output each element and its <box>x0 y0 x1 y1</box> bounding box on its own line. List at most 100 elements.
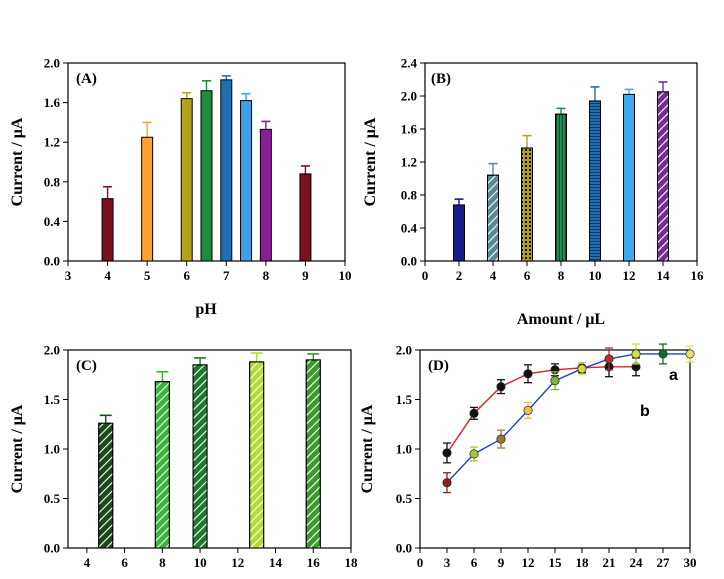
panel-a-x-axis-label: pH <box>195 301 217 318</box>
x-tick-label: 16 <box>691 268 705 283</box>
bar-pattern <box>589 100 601 262</box>
bar-pattern <box>305 359 321 549</box>
bar <box>623 93 635 262</box>
y-tick-label: 1.2 <box>44 135 60 150</box>
x-tick-label: 16 <box>307 555 321 570</box>
x-tick-label: 4 <box>104 268 111 283</box>
data-point-b <box>631 349 641 359</box>
bar-pattern <box>657 91 669 262</box>
y-tick-label: 0.8 <box>44 174 61 189</box>
x-tick-label: 8 <box>263 268 270 283</box>
bar-pattern <box>487 174 499 262</box>
bar <box>200 90 213 262</box>
panel-b-label: (B) <box>431 71 451 87</box>
bar-pattern <box>192 364 208 549</box>
y-tick-label: 1.2 <box>401 155 417 170</box>
x-tick-label: 24 <box>630 555 644 570</box>
y-tick-label: 0.5 <box>44 491 61 506</box>
x-tick-label: 3 <box>65 268 72 283</box>
panel-b-bars <box>453 81 669 262</box>
bar-pattern <box>555 113 567 262</box>
panel-c-label: (C) <box>76 358 97 374</box>
x-tick-label: 14 <box>269 555 283 570</box>
bar-pattern <box>98 422 114 549</box>
x-tick-label: 8 <box>159 555 166 570</box>
y-tick-label: 2.0 <box>44 56 60 71</box>
bar <box>453 204 465 262</box>
x-tick-label: 27 <box>657 555 671 570</box>
data-point-a <box>442 448 452 458</box>
data-point-b <box>496 434 506 444</box>
bar <box>101 198 114 262</box>
panel-a-label: (A) <box>76 71 97 87</box>
data-point-b <box>442 478 452 488</box>
x-tick-label: 9 <box>302 268 309 283</box>
panel-d-x-ticks: 0 3 6 9 12 15 18 21 24 27 30 <box>417 548 697 570</box>
bar-pattern <box>249 361 265 549</box>
panel-c-bars <box>98 352 321 549</box>
x-tick-label: 6 <box>471 555 478 570</box>
y-tick-label: 0.0 <box>396 541 412 556</box>
y-tick-label: 1.6 <box>44 95 61 110</box>
x-tick-label: 4 <box>490 268 497 283</box>
data-point-b <box>685 349 695 359</box>
x-tick-label: 10 <box>589 268 602 283</box>
bar-pattern <box>521 147 533 262</box>
y-tick-label: 2.0 <box>44 343 60 358</box>
data-point-b <box>604 354 614 364</box>
panel-c: 4 6 8 10 12 14 16 18 0.0 0.5 1.0 1.5 2.0 (C) Curren… <box>9 343 358 571</box>
x-tick-label: 12 <box>231 555 244 570</box>
panel-b-x-axis-label: Amount / μL <box>517 311 605 328</box>
bar-pattern <box>154 381 170 549</box>
y-tick-label: 0.0 <box>44 254 60 269</box>
panel-d-y-axis-label: Current / μA <box>359 404 376 493</box>
bar <box>299 173 312 262</box>
data-point-a <box>496 382 506 392</box>
x-tick-label: 10 <box>194 555 207 570</box>
panel-b: 0 2 4 6 8 10 12 14 16 0.00.40.81.21.62.02.4 (B) … <box>362 56 704 329</box>
x-tick-label: 2 <box>456 268 463 283</box>
panel-a-y-ticks: 0.0 0.4 0.8 1.2 1.6 2.0 <box>44 56 68 269</box>
x-tick-label: 6 <box>121 555 128 570</box>
y-tick-label: 0.8 <box>401 188 418 203</box>
x-tick-label: 12 <box>623 268 636 283</box>
data-point-b <box>577 364 587 374</box>
y-tick-label: 1.5 <box>396 392 413 407</box>
x-tick-label: 8 <box>558 268 565 283</box>
y-tick-label: 0.5 <box>396 491 413 506</box>
panel-d: 0 3 6 9 12 15 18 21 24 27 30 0.0 0.5 1.0 1.5 2.0 (D) C… <box>359 343 697 571</box>
panel-a-x-ticks: 3 4 5 6 7 8 9 10 <box>65 261 352 283</box>
x-tick-label: 0 <box>422 268 429 283</box>
x-tick-label: 5 <box>144 268 151 283</box>
x-tick-label: 6 <box>183 268 190 283</box>
x-tick-label: 7 <box>223 268 230 283</box>
series-line-b <box>446 353 690 484</box>
x-tick-label: 4 <box>84 555 91 570</box>
panel-d-y-ticks: 0.0 0.5 1.0 1.5 2.0 <box>396 343 420 556</box>
x-tick-label: 18 <box>345 555 359 570</box>
x-tick-label: 14 <box>657 268 671 283</box>
x-tick-label: 10 <box>339 268 352 283</box>
series-a-label: a <box>669 367 678 384</box>
x-tick-label: 15 <box>549 555 563 570</box>
y-tick-label: 1.6 <box>401 122 418 137</box>
panel-c-x-ticks: 4 6 8 10 12 14 16 18 <box>84 548 358 570</box>
data-point-b <box>523 405 533 415</box>
y-tick-label: 0.0 <box>401 254 417 269</box>
bar <box>180 98 193 262</box>
data-point-b <box>658 349 668 359</box>
y-tick-label: 1.0 <box>396 442 412 457</box>
x-tick-label: 12 <box>522 555 535 570</box>
x-tick-label: 6 <box>524 268 531 283</box>
bar <box>240 100 253 262</box>
panel-b-y-axis-label: Current / μA <box>362 117 379 206</box>
panel-b-y-ticks: 0.0 0.4 0.8 1.2 1.6 2.0 2.4 <box>401 56 425 269</box>
panel-c-y-axis-label: Current / μA <box>9 404 26 493</box>
y-tick-label: 0.0 <box>44 541 60 556</box>
y-tick-label: 1.5 <box>44 392 61 407</box>
bar <box>259 128 272 262</box>
y-tick-label: 0.4 <box>401 221 418 236</box>
panel-b-x-ticks: 0 2 4 6 8 10 12 14 16 <box>422 261 704 283</box>
panel-a-bars <box>101 75 312 262</box>
data-point-a <box>469 408 479 418</box>
